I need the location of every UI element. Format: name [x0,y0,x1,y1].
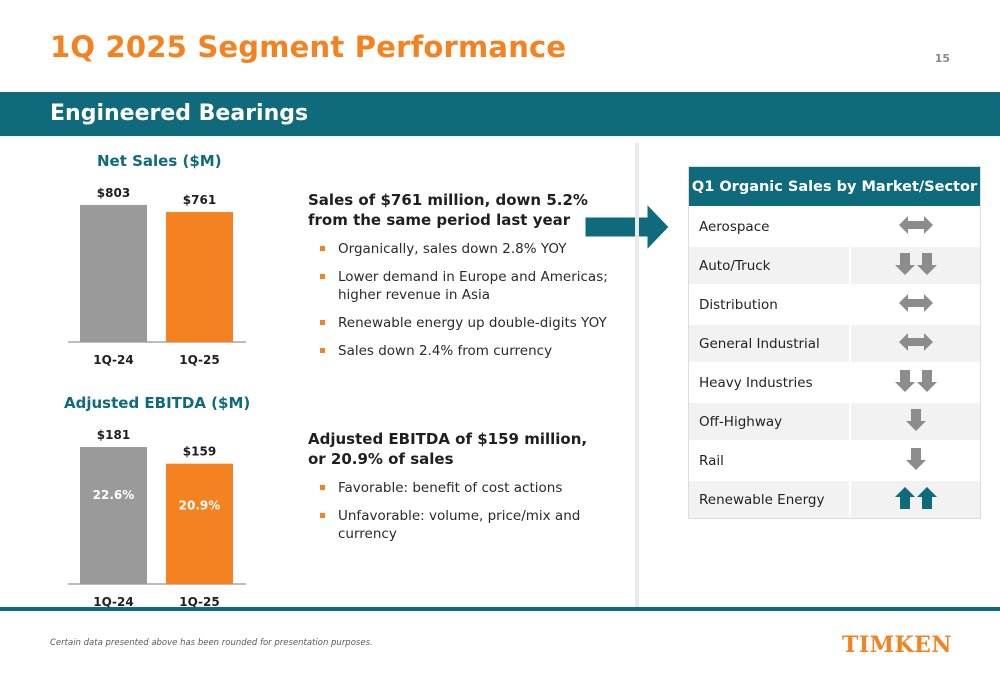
market-sector-table: Q1 Organic Sales by Market/Sector Aerosp… [688,166,981,519]
bar-value-label: $159 [183,445,216,459]
sales-bullet: Organically, sales down 2.8% YOY [308,240,608,258]
table-row: Off-Highway [689,401,980,440]
trend-flat-icon [898,293,933,317]
trend-flat-icon [898,332,933,356]
segment-title: Engineered Bearings [50,101,309,126]
trend-flat-icon [898,215,933,239]
trend-cell [849,325,980,362]
trend-cell [849,403,980,440]
category-label: 1Q-25 [179,353,219,367]
trend-cell [849,364,980,401]
trend-cell [849,247,980,284]
bar [80,447,147,584]
bar-inner-label: 22.6% [93,488,135,502]
sector-label: Renewable Energy [689,481,849,518]
bar [166,212,233,342]
bullet-text: Lower demand in Europe and Americas; hig… [338,269,608,303]
footer-rule [0,607,1000,611]
net-sales-chart: $803 1Q-24 $761 1Q-25 [68,186,246,367]
trend-double-down-icon [894,252,938,279]
sector-label: Rail [689,442,849,479]
trend-double-up-icon [894,486,938,513]
sales-bullet: Lower demand in Europe and Americas; hig… [308,268,608,304]
sector-label: Heavy Industries [689,364,849,401]
footnote: Certain data presented above has been ro… [50,638,373,648]
ebitda-headline: Adjusted EBITDA of $159 million, or 20.9… [308,430,588,468]
trend-down-icon [905,447,927,474]
bar [166,463,233,584]
sector-label: Aerospace [689,208,849,245]
sector-label: Auto/Truck [689,247,849,284]
bullet-square-icon [320,246,325,251]
trend-double-down-icon [894,369,938,396]
table-row: General Industrial [689,323,980,362]
table-row: Auto/Truck [689,245,980,284]
category-label: 1Q-25 [179,595,219,609]
page-number: 15 [934,52,950,65]
ebitda-chart-title: Adjusted EBITDA ($M) [64,394,251,412]
bullet-square-icon [320,348,325,353]
sales-bullet: Sales down 2.4% from currency [308,342,608,360]
bar-value-label: $181 [97,428,130,442]
sector-label: Off-Highway [689,403,849,440]
ebitda-chart: $181 22.6% 1Q-24 $159 20.9% 1Q-25 [68,428,246,609]
ebitda-bullet: Unfavorable: volume, price/mix and curre… [308,507,608,543]
category-label: 1Q-24 [93,595,133,609]
slide-title: 1Q 2025 Segment Performance [50,30,567,64]
timken-logo: TIMKEN [841,632,952,658]
category-label: 1Q-24 [93,353,133,367]
bullet-text: Organically, sales down 2.8% YOY [338,241,567,257]
trend-cell [849,208,980,245]
table-row: Renewable Energy [689,479,980,518]
bar [80,204,147,342]
bar-value-label: $803 [97,186,130,200]
trend-cell [849,286,980,323]
segment-header-band: Engineered Bearings [0,92,1000,136]
ebitda-bullet: Favorable: benefit of cost actions [308,479,608,497]
sector-label: Distribution [689,286,849,323]
bullet-square-icon [320,485,325,490]
ebitda-text-block: Adjusted EBITDA of $159 million, or 20.9… [308,429,608,553]
right-arrow-icon [585,204,669,250]
trend-cell [849,481,980,518]
sales-headline: Sales of $761 million, down 5.2% from th… [308,191,588,229]
bullet-square-icon [320,274,325,279]
table-row: Distribution [689,284,980,323]
sales-text-block: Sales of $761 million, down 5.2% from th… [308,190,608,370]
bullet-square-icon [320,320,325,325]
vertical-divider [635,143,639,607]
trend-cell [849,442,980,479]
table-row: Aerospace [689,206,980,245]
table-row: Heavy Industries [689,362,980,401]
sector-label: General Industrial [689,325,849,362]
bullet-text: Renewable energy up double-digits YOY [338,315,607,331]
bullet-square-icon [320,513,325,518]
table-row: Rail [689,440,980,479]
bullet-text: Favorable: benefit of cost actions [338,480,563,496]
bar-inner-label: 20.9% [179,498,221,512]
table-body: Aerospace Auto/Truck Distribution Genera… [689,206,980,518]
net-sales-chart-title: Net Sales ($M) [97,152,222,170]
ebitda-bullets: Favorable: benefit of cost actions Unfav… [308,479,608,543]
bar-value-label: $761 [183,193,216,207]
table-header: Q1 Organic Sales by Market/Sector [689,167,980,206]
trend-down-icon [905,408,927,435]
bullet-text: Sales down 2.4% from currency [338,343,553,359]
sales-bullets: Organically, sales down 2.8% YOY Lower d… [308,240,608,360]
sales-bullet: Renewable energy up double-digits YOY [308,314,608,332]
bullet-text: Unfavorable: volume, price/mix and curre… [338,508,581,542]
